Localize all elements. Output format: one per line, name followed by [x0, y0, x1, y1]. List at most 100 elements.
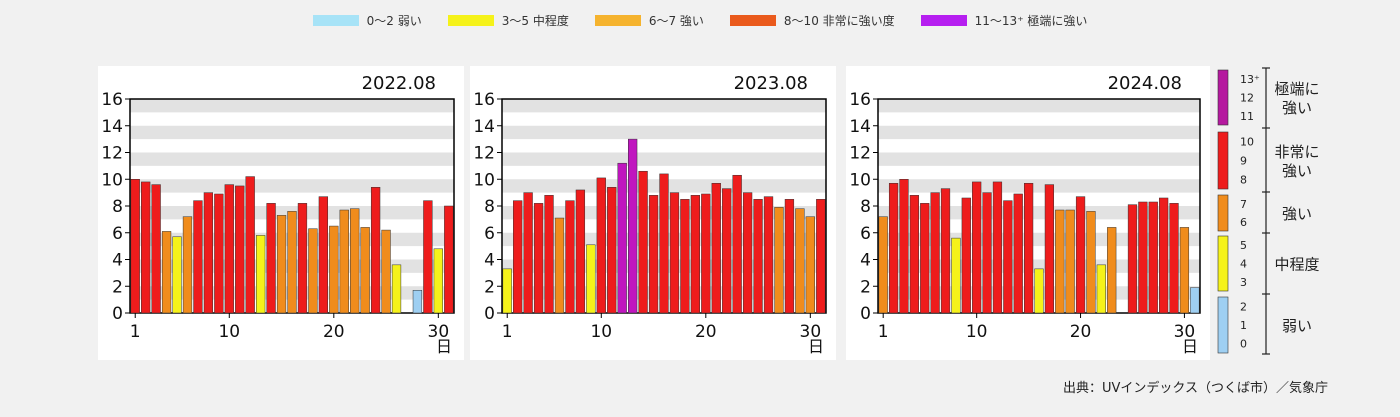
bar: [899, 179, 909, 314]
y-tick-label: 2: [860, 277, 871, 297]
y-tick-label: 10: [101, 170, 123, 190]
legend-item: 3〜5 中程度: [447, 12, 569, 29]
y-tick-label: 6: [484, 224, 495, 244]
bar: [141, 181, 151, 314]
bar: [888, 183, 899, 314]
bar: [287, 211, 297, 314]
bar: [930, 192, 940, 314]
y-tick-label: 14: [849, 117, 871, 137]
x-tick-label: 30: [428, 322, 450, 342]
grid-band: [502, 152, 826, 166]
scale-category-label: 弱い: [1282, 317, 1312, 335]
bar: [297, 203, 308, 314]
bar: [659, 173, 669, 314]
bar: [805, 216, 815, 314]
bar: [1065, 209, 1075, 314]
bar: [909, 195, 919, 314]
bar: [544, 195, 554, 314]
bar: [433, 248, 443, 314]
bar: [982, 192, 992, 314]
scale-value: 13⁺: [1240, 73, 1260, 86]
bar: [920, 203, 930, 314]
y-tick-label: 2: [112, 277, 123, 297]
bar: [182, 216, 193, 314]
bar: [795, 208, 805, 314]
bar: [742, 192, 753, 314]
y-tick-label: 6: [112, 224, 123, 244]
chart-title: 2022.08: [362, 73, 436, 94]
bar: [513, 200, 523, 314]
bar: [245, 176, 255, 314]
bar: [763, 196, 774, 314]
bar: [1003, 200, 1013, 314]
bar: [1179, 227, 1190, 314]
bar: [533, 203, 544, 314]
bar: [329, 225, 339, 314]
bar: [308, 228, 318, 314]
bar: [617, 162, 627, 314]
y-tick-label: 8: [484, 197, 495, 217]
bar: [1190, 287, 1200, 314]
bar: [1107, 227, 1117, 314]
scale-value: 12: [1240, 92, 1254, 105]
scale-swatch: [1217, 194, 1229, 232]
legend-label: 3〜5 中程度: [501, 14, 569, 28]
x-tick-label: 20: [323, 322, 345, 342]
bar: [722, 188, 732, 314]
scale-value: 5: [1240, 239, 1247, 252]
scale-swatch: [1217, 131, 1229, 190]
y-tick-label: 16: [849, 90, 871, 110]
grid-band: [878, 125, 1200, 140]
legend-label: 8〜10 非常に強い度: [783, 14, 895, 28]
bar: [784, 199, 795, 314]
bar: [266, 203, 276, 314]
legend-item: 11〜13⁺ 極端に強い: [920, 12, 1088, 29]
legend-swatch: [447, 15, 494, 26]
legend-swatch: [312, 15, 359, 26]
bar: [235, 185, 245, 314]
scale-value: 0: [1240, 338, 1247, 351]
bar: [992, 181, 1003, 314]
x-axis-label: 日: [1182, 337, 1198, 356]
bar: [774, 207, 784, 314]
bar: [732, 174, 742, 314]
legend-label: 11〜13⁺ 極端に強い: [974, 14, 1088, 28]
bar: [151, 184, 161, 314]
legend-label: 0〜2 弱い: [366, 14, 422, 28]
bar: [256, 235, 266, 314]
source-note: 出典：UVインデックス（つくば市）／気象庁: [1062, 381, 1328, 396]
legend-item: 8〜10 非常に強い度: [729, 12, 895, 29]
bar: [523, 192, 533, 314]
scale-value: 8: [1240, 174, 1247, 187]
grid-band: [502, 99, 826, 113]
scale-value: 7: [1240, 198, 1247, 211]
x-tick-label: 1: [130, 322, 141, 342]
bar: [130, 179, 140, 314]
bar: [575, 189, 586, 314]
y-tick-label: 2: [484, 277, 495, 297]
bar: [1034, 268, 1044, 314]
grid-band: [878, 152, 1200, 166]
scale-value: 11: [1240, 110, 1254, 123]
x-tick-label: 20: [695, 322, 717, 342]
scale-value: 9: [1240, 155, 1247, 168]
scale-category-label: 極端に: [1274, 80, 1319, 98]
legend-swatch: [729, 15, 776, 26]
x-axis-label: 日: [436, 337, 452, 356]
bar: [318, 196, 328, 314]
bar: [586, 244, 596, 314]
y-tick-label: 6: [860, 224, 871, 244]
x-tick-label: 10: [218, 322, 240, 342]
bar: [648, 195, 659, 314]
grid-band: [130, 99, 454, 113]
y-tick-label: 16: [473, 90, 495, 110]
bar: [680, 199, 690, 314]
scale-category-label: 強い: [1282, 162, 1312, 180]
scale-value: 3: [1240, 276, 1247, 289]
bar: [1159, 197, 1169, 314]
scale-value: 10: [1240, 136, 1254, 149]
grid-band: [878, 99, 1200, 113]
legend-item: 0〜2 弱い: [312, 12, 422, 29]
bar: [1096, 264, 1106, 314]
